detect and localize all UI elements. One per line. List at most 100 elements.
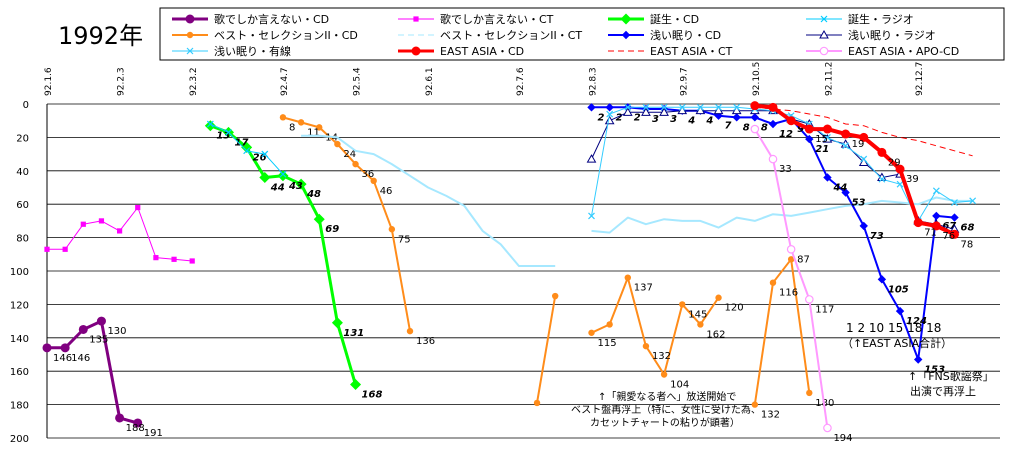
series-line (754, 106, 973, 157)
data-point (750, 113, 760, 122)
data-point (606, 110, 614, 118)
legend-marker (819, 29, 829, 39)
legend-swatch (398, 16, 434, 22)
data-label: 9 (797, 124, 804, 135)
legend-swatch (172, 31, 208, 39)
legend-marker (820, 15, 828, 23)
data-point (804, 295, 814, 304)
data-point (279, 114, 287, 121)
data-label: 146 (53, 353, 72, 364)
data-point (768, 102, 778, 112)
data-label: 120 (725, 303, 744, 314)
data-label: 43 (288, 181, 303, 192)
data-label: 188 (126, 423, 145, 434)
data-point (316, 124, 323, 131)
data-point (841, 188, 850, 197)
data-label: 68 (961, 223, 975, 234)
data-label: 14 (325, 132, 338, 143)
data-point (913, 218, 923, 228)
data-point (60, 343, 70, 353)
series-line (591, 276, 720, 376)
data-point (225, 128, 232, 136)
data-point (331, 317, 343, 329)
data-point (750, 124, 760, 134)
data-label: 2 (616, 112, 623, 123)
data-label: 2 (598, 112, 605, 123)
data-label: 115 (598, 338, 617, 349)
data-point (950, 229, 959, 239)
legend-label: EAST ASIA・CD (440, 45, 524, 58)
plot-area: 0 20 40 60 80 100 120 140 160 180 200 92.1.6 92.2.3 9… (10, 62, 1000, 445)
x-tick-label: 92.12.7 (915, 62, 925, 96)
data-point (806, 389, 813, 397)
data-point (133, 418, 143, 428)
data-point (135, 204, 141, 211)
data-point (786, 244, 796, 254)
legend-marker (185, 14, 195, 24)
data-label: 8 (761, 122, 768, 133)
data-label: 13 (216, 131, 230, 142)
legend-swatch (806, 46, 842, 56)
data-point (641, 107, 651, 116)
legend-swatch (608, 13, 644, 25)
data-point (42, 343, 52, 353)
data-label: 146 (71, 353, 90, 364)
legend-marker (186, 31, 194, 39)
data-label: 137 (634, 283, 653, 294)
x-tick-label: 92.8.3 (589, 67, 599, 96)
x-tick-label: 92.10.5 (752, 62, 762, 96)
data-label: 105 (888, 284, 909, 295)
y-tick-label: 140 (10, 334, 29, 345)
legend-label: 浅い眠り・有線 (214, 44, 291, 58)
data-label: 19 (852, 139, 865, 150)
data-label: 4 (705, 116, 713, 127)
data-point (768, 119, 778, 129)
data-label: 78 (961, 239, 974, 250)
data-point (660, 371, 668, 378)
data-point (768, 154, 778, 164)
data-point (895, 306, 905, 316)
series-3 (206, 120, 287, 178)
data-label: 124 (906, 316, 927, 327)
data-point (822, 124, 832, 134)
data-point (859, 221, 868, 231)
data-point (950, 213, 959, 222)
legend-label: EAST ASIA・CT (650, 45, 733, 58)
x-tick-label: 92.2.3 (117, 67, 127, 96)
data-point (552, 292, 559, 300)
data-point (914, 355, 923, 364)
data-point (586, 154, 597, 163)
legend-swatch (172, 47, 208, 55)
series-line (301, 134, 556, 267)
data-point (969, 197, 977, 205)
x-tick-label: 92.11.2 (824, 62, 834, 96)
data-label: 33 (779, 164, 792, 175)
data-point (659, 107, 669, 116)
data-label: 36 (362, 169, 375, 180)
data-point (388, 226, 396, 233)
data-label: 3 (670, 114, 677, 125)
data-point (295, 178, 307, 190)
data-point (241, 141, 253, 153)
data-point (587, 103, 596, 112)
data-label: 130 (107, 326, 126, 337)
data-point (313, 213, 325, 225)
data-point (171, 256, 177, 262)
x-tick-label: 92.9.7 (679, 67, 689, 96)
data-point (660, 103, 668, 111)
data-point (78, 324, 88, 334)
data-point (931, 221, 941, 231)
data-point (679, 301, 686, 308)
data-point (951, 199, 958, 206)
data-label: 69 (325, 224, 339, 235)
data-point (841, 129, 851, 139)
data-point (715, 103, 722, 111)
annotation-best-2: ベスト盤再浮上（特に、女性に受けた為、 (571, 403, 761, 416)
annotation-best-3: カセットチャートの粘りが顕著） (590, 416, 740, 429)
data-point (714, 111, 723, 120)
x-tick-label: 92.1.6 (44, 67, 54, 96)
data-label: 153 (924, 365, 945, 376)
data-point (605, 103, 614, 112)
data-point (370, 177, 377, 185)
